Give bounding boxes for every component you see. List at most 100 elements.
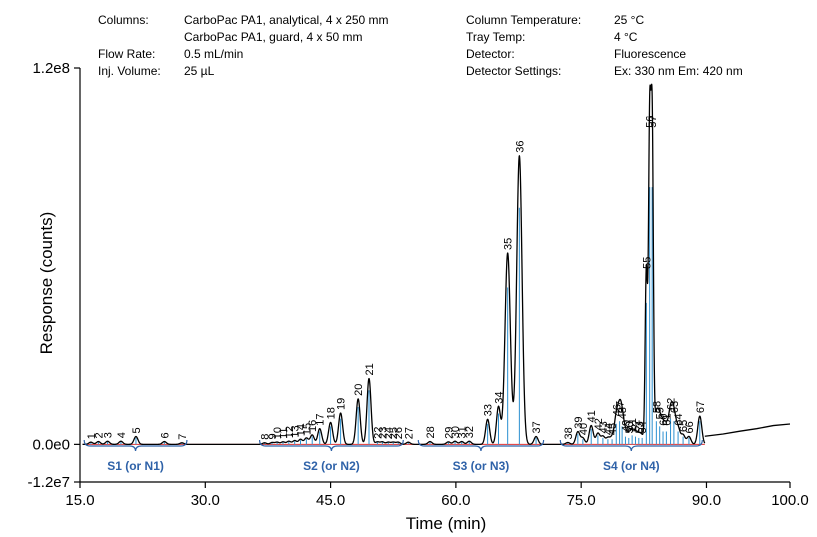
peak-label: 67 bbox=[695, 401, 707, 413]
x-ticks: 15.0 30.0 45.0 60.0 75.0 90.0 100.0 bbox=[65, 482, 809, 509]
peak-label: 66 bbox=[684, 421, 696, 433]
peak-label: 60 bbox=[658, 413, 670, 425]
x-tick-label: 60.0 bbox=[441, 492, 470, 509]
section-brace bbox=[83, 439, 188, 452]
section-brace bbox=[258, 439, 404, 452]
peak-label: 8 bbox=[260, 434, 272, 440]
peak-label: 52 bbox=[631, 420, 643, 432]
peak-label: 3 bbox=[103, 432, 115, 438]
peak-label: 46 bbox=[611, 404, 623, 416]
peak-label: 5 bbox=[131, 427, 143, 433]
peak-label: 21 bbox=[364, 363, 376, 375]
peak-label: 35 bbox=[503, 238, 515, 250]
peak-label: 9 bbox=[267, 433, 279, 439]
info-block: Columns: CarboPac PA1, analytical, 4 x 2… bbox=[98, 13, 743, 78]
x-tick-label: 15.0 bbox=[65, 492, 94, 509]
info-key-column-temperature: Column Temperature: bbox=[466, 13, 581, 27]
info-key-columns: Columns: bbox=[98, 13, 149, 27]
peak-marker-layer bbox=[90, 187, 701, 445]
peak-label: 19 bbox=[336, 398, 348, 410]
info-key-detector-settings: Detector Settings: bbox=[466, 64, 561, 78]
peak-label: 7 bbox=[177, 434, 189, 440]
info-key-flow-rate: Flow Rate: bbox=[98, 47, 155, 61]
peak-label: 64 bbox=[673, 413, 685, 425]
peak-label: 30 bbox=[450, 426, 462, 438]
y-tick-label: -1.2e7 bbox=[27, 474, 70, 491]
info-value-flow-rate: 0.5 mL/min bbox=[184, 47, 243, 61]
peak-label: 22 bbox=[372, 427, 384, 439]
peak-label: 42 bbox=[593, 418, 605, 430]
section-label: S3 (or N3) bbox=[453, 459, 510, 473]
peak-label: 47 bbox=[615, 401, 627, 413]
peak-label: 37 bbox=[531, 421, 543, 433]
x-tick-label: 90.0 bbox=[692, 492, 721, 509]
peak-label: 27 bbox=[403, 427, 415, 439]
x-tick-label: 45.0 bbox=[316, 492, 345, 509]
peak-label: 29 bbox=[443, 427, 455, 439]
info-value-detector: Fluorescence bbox=[614, 47, 686, 61]
peak-label: 56 bbox=[645, 115, 657, 127]
peak-label: 43 bbox=[598, 421, 610, 433]
info-value-tray-temp: 4 °C bbox=[614, 30, 638, 44]
y-ticks: -1.2e7 0.0e0 1.2e8 bbox=[27, 60, 80, 491]
peak-label: 63 bbox=[669, 401, 681, 413]
x-tick-label: 75.0 bbox=[567, 492, 596, 509]
peak-label: 39 bbox=[573, 417, 585, 429]
peak-label: 51 bbox=[627, 418, 639, 430]
section-layer: S1 (or N1) S2 (or N2) S3 (or N3) S4 (or N4) bbox=[83, 439, 703, 473]
y-axis-title: Response (counts) bbox=[37, 212, 56, 355]
peak-label: 13 bbox=[290, 425, 302, 437]
y-tick-label: 1.2e8 bbox=[32, 60, 70, 77]
axes bbox=[79, 68, 790, 483]
peak-label: 11 bbox=[278, 427, 290, 438]
y-tick-label: 0.0e0 bbox=[32, 436, 70, 453]
peak-label: 31 bbox=[457, 426, 469, 438]
peak-label: 65 bbox=[678, 420, 690, 432]
peak-label: 16 bbox=[307, 420, 319, 432]
peak-label: 24 bbox=[383, 427, 395, 439]
peak-label: 18 bbox=[326, 407, 338, 419]
peak-label: 36 bbox=[514, 141, 526, 153]
x-axis-title: Time (min) bbox=[406, 514, 487, 533]
section-brace bbox=[559, 439, 703, 452]
peak-label: 34 bbox=[494, 391, 506, 403]
peak-label: 57 bbox=[647, 115, 659, 127]
peak-label: 15 bbox=[301, 423, 313, 435]
peak-label: 6 bbox=[159, 432, 171, 438]
peak-label: 48 bbox=[617, 407, 629, 419]
peak-label: 59 bbox=[655, 407, 667, 419]
peak-label: 45 bbox=[607, 423, 619, 435]
info-value-columns-guard: CarboPac PA1, guard, 4 x 50 mm bbox=[184, 30, 363, 44]
peak-label: 33 bbox=[483, 404, 495, 416]
peak-label: 53 bbox=[634, 421, 646, 433]
peak-label: 61 bbox=[661, 413, 673, 425]
peak-label: 58 bbox=[651, 401, 663, 413]
peak-label: 28 bbox=[425, 426, 437, 438]
peak-label: 14 bbox=[296, 424, 308, 436]
peak-label: 1 bbox=[86, 433, 98, 439]
section-label: S2 (or N2) bbox=[303, 459, 360, 473]
peak-label: 40 bbox=[578, 423, 590, 435]
peak-label: 38 bbox=[563, 427, 575, 439]
peak-label: 55 bbox=[641, 257, 653, 269]
peak-label: 25 bbox=[388, 427, 400, 439]
peak-label: 26 bbox=[393, 427, 405, 439]
info-value-column-temperature: 25 °C bbox=[614, 13, 644, 27]
info-value-detector-settings: Ex: 330 nm Em: 420 nm bbox=[614, 64, 743, 78]
peak-label: 10 bbox=[272, 427, 284, 439]
info-key-inj-volume: Inj. Volume: bbox=[98, 64, 161, 78]
peak-label: 20 bbox=[353, 384, 365, 396]
info-key-tray-temp: Tray Temp: bbox=[466, 30, 525, 44]
peak-label: 62 bbox=[666, 398, 678, 410]
info-value-columns-analytical: CarboPac PA1, analytical, 4 x 250 mm bbox=[184, 13, 389, 27]
info-key-detector: Detector: bbox=[466, 47, 515, 61]
peak-label-layer: 123 456 7 891011121314151617181920212223242… bbox=[86, 115, 707, 439]
chromatogram-trace bbox=[82, 83, 706, 446]
peak-label: 50 bbox=[624, 421, 636, 433]
chromatogram-trace-tail bbox=[704, 423, 791, 437]
peak-label: 23 bbox=[377, 427, 389, 439]
peak-label: 17 bbox=[315, 413, 327, 425]
x-tick-label: 30.0 bbox=[191, 492, 220, 509]
section-brace bbox=[417, 439, 545, 452]
